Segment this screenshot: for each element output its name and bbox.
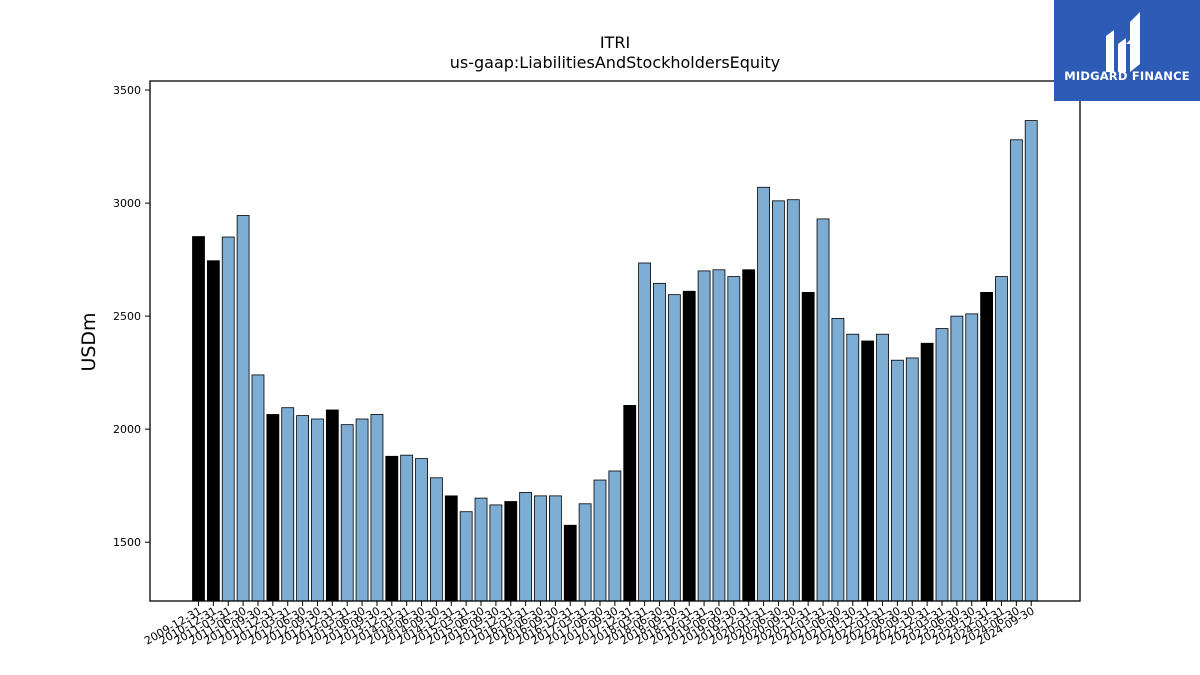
y-tick-label: 3000: [113, 197, 141, 210]
bar-2022-12-31: [920, 342, 934, 602]
brand-mark-icon: [1106, 12, 1140, 72]
bar-2021-09-30: [846, 333, 860, 602]
bar-2020-03-31: [757, 186, 770, 602]
bar-2019-06-30: [712, 269, 726, 602]
bar-2018-12-31: [682, 290, 696, 602]
bar-2011-06-30: [236, 215, 250, 602]
bar-2016-12-31: [563, 524, 577, 602]
bar-2024-03-31: [995, 276, 1008, 602]
brand-logo: MIDGARD FINANCE: [1054, 0, 1200, 101]
plot-frame: [149, 80, 1081, 602]
bar-2014-03-31: [400, 454, 414, 602]
bar-2017-09-30: [608, 470, 622, 602]
bar-2013-03-31: [340, 424, 354, 602]
bar-2018-06-30: [653, 282, 666, 602]
bar-2019-03-31: [697, 270, 711, 602]
chart-title: ITRI: [600, 33, 630, 52]
brand-name: MIDGARD FINANCE: [1064, 69, 1190, 83]
bars-group: [192, 120, 1038, 602]
bar-2024-06-30: [1009, 139, 1023, 602]
y-tick-label: 2500: [113, 310, 141, 323]
y-tick-label: 2000: [113, 423, 141, 436]
y-axis: 1500 2000 2500 3000 3500: [113, 84, 150, 549]
bar-2021-12-31: [861, 340, 875, 602]
bar-2020-06-30: [772, 200, 785, 602]
bar-2013-06-30: [355, 418, 369, 602]
bar-2018-03-31: [638, 262, 651, 602]
bar-2014-06-30: [415, 458, 428, 602]
bar-2012-06-30: [296, 415, 309, 602]
bar-2023-09-30: [965, 313, 979, 602]
bar-2023-12-31: [980, 291, 994, 602]
bar-2015-03-31: [459, 511, 473, 602]
bar-2021-06-30: [831, 317, 845, 602]
bar-2013-09-30: [370, 414, 384, 602]
bar-2014-09-30: [430, 477, 443, 602]
bar-2024-09-30: [1024, 120, 1038, 602]
bar-2022-09-30: [905, 357, 919, 602]
bar-2023-03-31: [935, 328, 949, 602]
bar-2012-03-31: [281, 407, 295, 602]
y-tick-label: 1500: [113, 536, 141, 549]
bar-2017-12-31: [623, 405, 637, 602]
bar-2023-06-30: [950, 315, 964, 602]
bar-2016-06-30: [534, 495, 547, 602]
bar-2017-06-30: [593, 479, 607, 602]
y-axis-label: USDm: [78, 312, 100, 371]
bar-2022-06-30: [890, 359, 904, 602]
bar-2012-12-31: [325, 409, 339, 602]
chart-subtitle: us-gaap:LiabilitiesAndStockholdersEquity: [450, 53, 781, 72]
bar-2018-09-30: [667, 294, 681, 602]
bar-2009-12-31: [192, 236, 205, 602]
y-tick-label: 3500: [113, 84, 141, 97]
bar-2011-12-31: [266, 414, 280, 602]
bar-2021-03-31: [816, 218, 830, 602]
bar-2020-12-31: [801, 291, 815, 602]
bar-2022-03-31: [876, 333, 889, 602]
bar-2012-09-30: [311, 418, 324, 602]
bar-2013-12-31: [385, 455, 399, 602]
bar-2015-06-30: [474, 497, 488, 602]
bar-2016-03-31: [519, 492, 533, 602]
bar-2019-12-31: [742, 269, 756, 602]
bar-2015-12-31: [504, 501, 518, 602]
bar-2015-09-30: [489, 504, 503, 602]
bar-2011-09-30: [251, 374, 265, 602]
bar-2016-09-30: [548, 495, 562, 602]
x-axis: 2009-12-312010-12-312011-03-312011-06-30…: [142, 601, 1037, 648]
bar-2011-03-31: [221, 236, 235, 602]
bar-2014-12-31: [444, 495, 458, 602]
bar-2017-03-31: [578, 503, 592, 602]
bar-2010-12-31: [206, 260, 220, 602]
bar-2019-09-30: [727, 276, 741, 602]
bar-2020-09-30: [786, 199, 800, 602]
